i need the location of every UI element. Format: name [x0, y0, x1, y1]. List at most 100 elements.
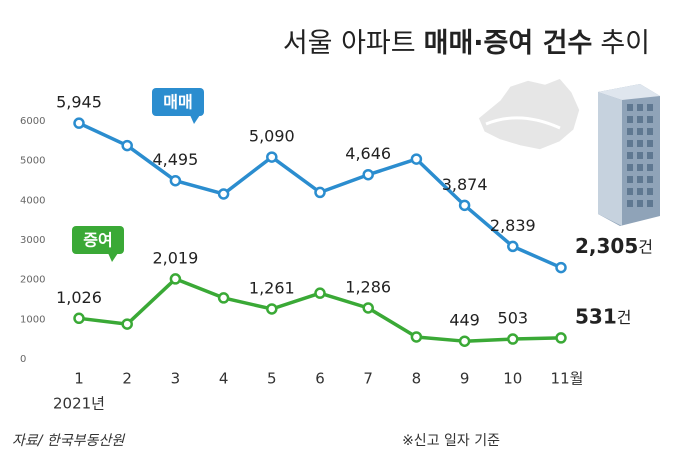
- data-point: [555, 261, 567, 274]
- data-point: [458, 335, 471, 347]
- x-tick-label: 4: [219, 370, 229, 388]
- data-point: [314, 287, 326, 299]
- y-tick-label: 3000: [20, 235, 45, 246]
- window: [637, 116, 643, 123]
- x-tick-label: 3: [171, 370, 181, 388]
- window: [637, 164, 643, 171]
- x-tick-label: 8: [412, 370, 422, 388]
- value-label: 1,286: [345, 277, 391, 296]
- legend-badge: [152, 88, 204, 116]
- data-point: [410, 331, 423, 343]
- data-point: [121, 139, 133, 152]
- building-windows: [627, 104, 653, 207]
- y-tick-label: 6000: [20, 116, 45, 127]
- value-label: 2,839: [490, 216, 536, 235]
- y-tick-label: 2000: [20, 275, 45, 286]
- data-point: [266, 303, 278, 315]
- window: [627, 116, 633, 123]
- map-shape: [477, 77, 581, 151]
- title-part: 추이: [600, 28, 650, 59]
- value-label: 4,646: [345, 144, 391, 163]
- x-tick-label: 5: [267, 370, 277, 388]
- data-point: [217, 292, 230, 304]
- data-point: [266, 151, 278, 163]
- x-tick-label: 2: [122, 370, 132, 388]
- legend-label: 매매: [163, 93, 192, 112]
- title-part: 서울 아파트: [283, 28, 416, 59]
- window: [647, 176, 653, 183]
- window: [637, 104, 643, 111]
- map-river: [485, 116, 561, 130]
- x-tick-label: 1: [74, 370, 84, 388]
- value-label: 5,090: [249, 127, 295, 146]
- x-tick-label: 11월: [551, 370, 584, 388]
- value-label: 2,019: [152, 248, 198, 267]
- value-label: 2,305건: [575, 234, 653, 258]
- data-point: [314, 186, 326, 199]
- window: [647, 140, 653, 147]
- window: [637, 140, 643, 147]
- window: [637, 128, 643, 135]
- x-tick-label: 7: [363, 370, 373, 388]
- y-tick-label: 4000: [20, 195, 45, 206]
- legend-pointer: [190, 115, 200, 124]
- data-point: [507, 333, 519, 345]
- data-point: [362, 168, 374, 181]
- window: [627, 200, 633, 207]
- window: [627, 188, 633, 195]
- title-part: 매매·증여 건수: [424, 28, 593, 59]
- window: [637, 200, 643, 207]
- data-point: [507, 240, 519, 253]
- value-label: 1,261: [249, 278, 295, 297]
- window: [637, 188, 643, 195]
- window: [647, 164, 653, 171]
- data-point: [73, 117, 85, 129]
- value-label: 4,495: [152, 150, 198, 169]
- window: [627, 104, 633, 111]
- x-tick-label: 9: [460, 370, 470, 388]
- window: [627, 164, 633, 171]
- data-point: [121, 318, 133, 330]
- window: [627, 140, 633, 147]
- window: [637, 176, 643, 183]
- unit-label: 건: [617, 307, 632, 326]
- value-label: 503: [498, 309, 529, 328]
- value-label: 5,945: [56, 93, 102, 112]
- data-point: [169, 273, 182, 285]
- window: [647, 188, 653, 195]
- legend-label: 증여: [83, 231, 112, 250]
- window: [647, 152, 653, 159]
- data-point: [169, 174, 182, 187]
- window: [647, 128, 653, 135]
- value-label: 449: [449, 311, 480, 330]
- building-front: [598, 92, 622, 226]
- window: [647, 200, 653, 207]
- decoration: [477, 77, 660, 226]
- data-point: [410, 153, 423, 165]
- x-tick-label: 10: [503, 370, 522, 388]
- data-point: [362, 302, 374, 314]
- y-tick-label: 5000: [20, 156, 45, 167]
- value-label: 3,874: [442, 175, 488, 194]
- window: [637, 152, 643, 159]
- y-tick-label: 0: [20, 354, 26, 365]
- data-point: [73, 312, 85, 325]
- y-tick-label: 1000: [20, 314, 45, 325]
- source: 자료/ 한국부동산원: [12, 433, 125, 449]
- legend-badge: [72, 226, 124, 254]
- data-point: [458, 199, 471, 212]
- window: [647, 116, 653, 123]
- note: ※신고 일자 기준: [402, 433, 500, 449]
- chart-title: 서울 아파트 매매·증여 건수 추이: [283, 28, 650, 59]
- window: [627, 176, 633, 183]
- legend-pointer: [108, 253, 118, 262]
- data-point: [555, 332, 567, 344]
- x-tick-label: 6: [315, 370, 325, 388]
- window: [627, 152, 633, 159]
- data-point: [217, 188, 230, 200]
- building-top: [598, 84, 660, 100]
- window: [647, 104, 653, 111]
- unit-label: 건: [638, 237, 653, 256]
